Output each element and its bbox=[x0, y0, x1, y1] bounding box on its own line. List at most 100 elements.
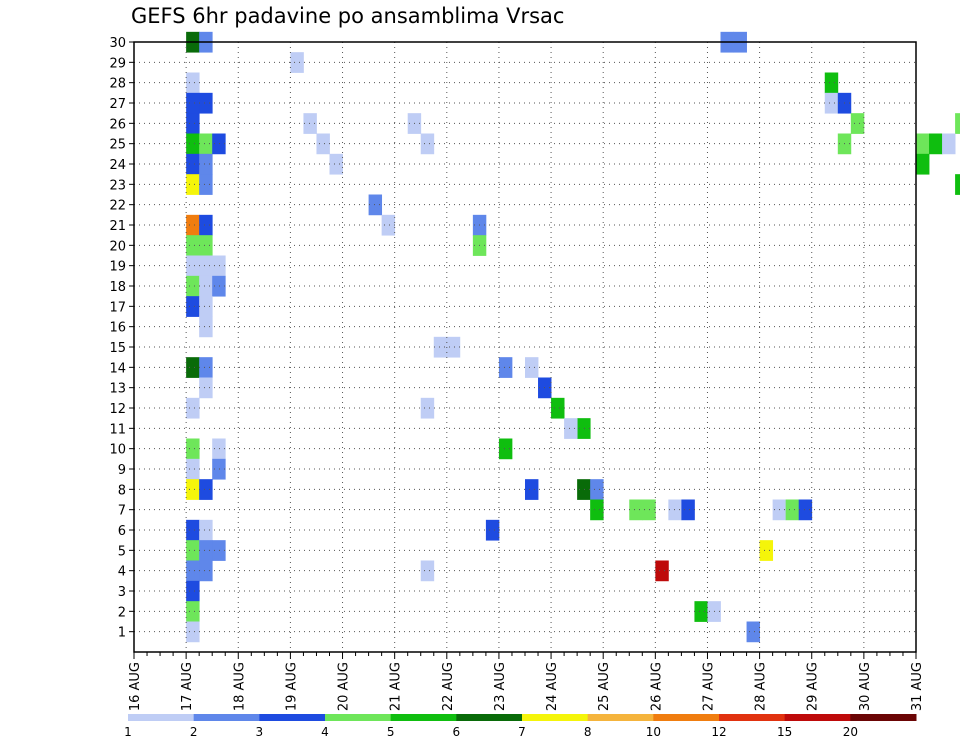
heatmap-cell bbox=[199, 235, 213, 256]
y-tick-label: 9 bbox=[118, 463, 126, 478]
heatmap-cell bbox=[186, 255, 200, 277]
colorbar-label: 12 bbox=[711, 725, 726, 739]
heatmap-cell bbox=[186, 438, 200, 460]
y-tick-label: 2 bbox=[118, 605, 126, 620]
heatmap-cell bbox=[785, 499, 800, 521]
heatmap-cell bbox=[577, 479, 591, 500]
y-tick-label: 20 bbox=[109, 239, 126, 254]
heatmap-cell bbox=[199, 377, 213, 399]
heatmap-cell bbox=[186, 235, 200, 256]
y-tick-label: 5 bbox=[118, 544, 126, 559]
x-tick-label: 16 AUG bbox=[128, 662, 143, 711]
colorbar-label: 20 bbox=[843, 725, 858, 739]
colorbar-label: 5 bbox=[387, 725, 395, 739]
y-tick-label: 14 bbox=[109, 361, 126, 376]
y-tick-label: 3 bbox=[118, 585, 126, 600]
heatmap-cell bbox=[186, 357, 200, 378]
heatmap-cell bbox=[199, 214, 213, 236]
heatmap-cell bbox=[199, 174, 213, 195]
y-tick-label: 22 bbox=[109, 199, 126, 214]
heatmap-cell bbox=[199, 540, 213, 561]
y-tick-label: 17 bbox=[109, 300, 126, 315]
cells-layer bbox=[186, 31, 960, 643]
heatmap-cell bbox=[199, 316, 213, 338]
y-axis: 1234567891011121314151617181920212223242… bbox=[109, 36, 134, 641]
heatmap-cell bbox=[186, 601, 200, 622]
heatmap-cell bbox=[186, 214, 200, 236]
heatmap-cell bbox=[316, 133, 330, 155]
x-tick-label: 31 AUG bbox=[910, 662, 925, 711]
colorbar-label: 3 bbox=[256, 725, 264, 739]
heatmap-cell bbox=[212, 133, 226, 155]
heatmap-cell bbox=[186, 296, 200, 317]
heatmap-cell bbox=[212, 255, 226, 277]
x-tick-label: 30 AUG bbox=[858, 662, 873, 711]
heatmap-cell bbox=[916, 133, 930, 155]
heatmap-cell bbox=[186, 174, 200, 195]
heatmap-cell bbox=[746, 621, 760, 643]
heatmap-cell bbox=[929, 133, 943, 155]
heatmap-cell bbox=[798, 499, 813, 521]
y-tick-label: 8 bbox=[118, 483, 126, 498]
y-tick-label: 23 bbox=[109, 178, 126, 193]
heatmap-cell bbox=[916, 153, 930, 175]
colorbar-label: 1 bbox=[124, 725, 132, 739]
colorbar-segment bbox=[587, 714, 654, 721]
heatmap-cell bbox=[199, 153, 213, 175]
heatmap-cell bbox=[551, 397, 565, 419]
heatmap-cell bbox=[694, 601, 708, 622]
y-tick-label: 15 bbox=[109, 341, 126, 356]
heatmap-cell bbox=[942, 133, 956, 155]
heatmap-cell bbox=[329, 153, 343, 175]
heatmap-cell bbox=[759, 540, 774, 561]
heatmap-cell bbox=[433, 336, 448, 358]
heatmap-cell bbox=[199, 519, 213, 541]
heatmap-cell bbox=[186, 72, 200, 94]
heatmap-cell bbox=[199, 255, 213, 277]
heatmap-cell bbox=[212, 540, 226, 561]
colorbar-segment bbox=[850, 714, 917, 721]
heatmap-cell bbox=[199, 92, 213, 114]
heatmap-cell bbox=[525, 357, 539, 378]
colorbar-label: 8 bbox=[584, 725, 592, 739]
y-tick-label: 30 bbox=[109, 36, 126, 51]
heatmap-cell bbox=[186, 275, 200, 297]
colorbar-segment bbox=[128, 714, 195, 721]
heatmap-cell bbox=[525, 479, 539, 500]
x-tick-label: 27 AUG bbox=[701, 662, 716, 711]
heatmap-cell bbox=[564, 418, 578, 439]
colorbar-label: 6 bbox=[453, 725, 461, 739]
colorbar-segment bbox=[653, 714, 720, 721]
heatmap-cell bbox=[186, 113, 200, 134]
heatmap-cell bbox=[629, 499, 643, 521]
colorbar-label: 4 bbox=[321, 725, 329, 739]
y-tick-label: 18 bbox=[109, 280, 126, 295]
colorbar-label: 7 bbox=[518, 725, 526, 739]
heatmap-cell bbox=[290, 52, 304, 73]
heatmap-cell bbox=[485, 519, 500, 541]
heatmap-cell bbox=[681, 499, 695, 521]
heatmap-cell bbox=[381, 214, 396, 236]
colorbar-segment bbox=[522, 714, 589, 721]
heatmap-cell bbox=[186, 458, 200, 480]
y-tick-label: 11 bbox=[109, 422, 126, 437]
heatmap-cell bbox=[420, 560, 435, 582]
y-tick-label: 24 bbox=[109, 158, 126, 173]
colorbar-segment bbox=[325, 714, 392, 721]
heatmap-cell bbox=[212, 438, 226, 460]
heatmap-cell bbox=[368, 194, 383, 216]
y-tick-label: 4 bbox=[118, 565, 126, 580]
heatmap-cell bbox=[199, 296, 213, 317]
heatmap-cell bbox=[212, 275, 226, 297]
heatmap-cell bbox=[420, 133, 435, 155]
colorbar-segment bbox=[784, 714, 851, 721]
y-tick-label: 12 bbox=[109, 402, 126, 417]
x-tick-label: 24 AUG bbox=[545, 662, 560, 711]
heatmap-cell bbox=[199, 275, 213, 297]
heatmap-cell bbox=[186, 580, 200, 602]
colorbar-label: 10 bbox=[646, 725, 661, 739]
x-tick-label: 20 AUG bbox=[337, 662, 352, 711]
colorbar-label: 15 bbox=[777, 725, 792, 739]
chart-title: GEFS 6hr padavine po ansamblima Vrsac bbox=[131, 4, 565, 28]
x-tick-label: 25 AUG bbox=[597, 662, 612, 711]
